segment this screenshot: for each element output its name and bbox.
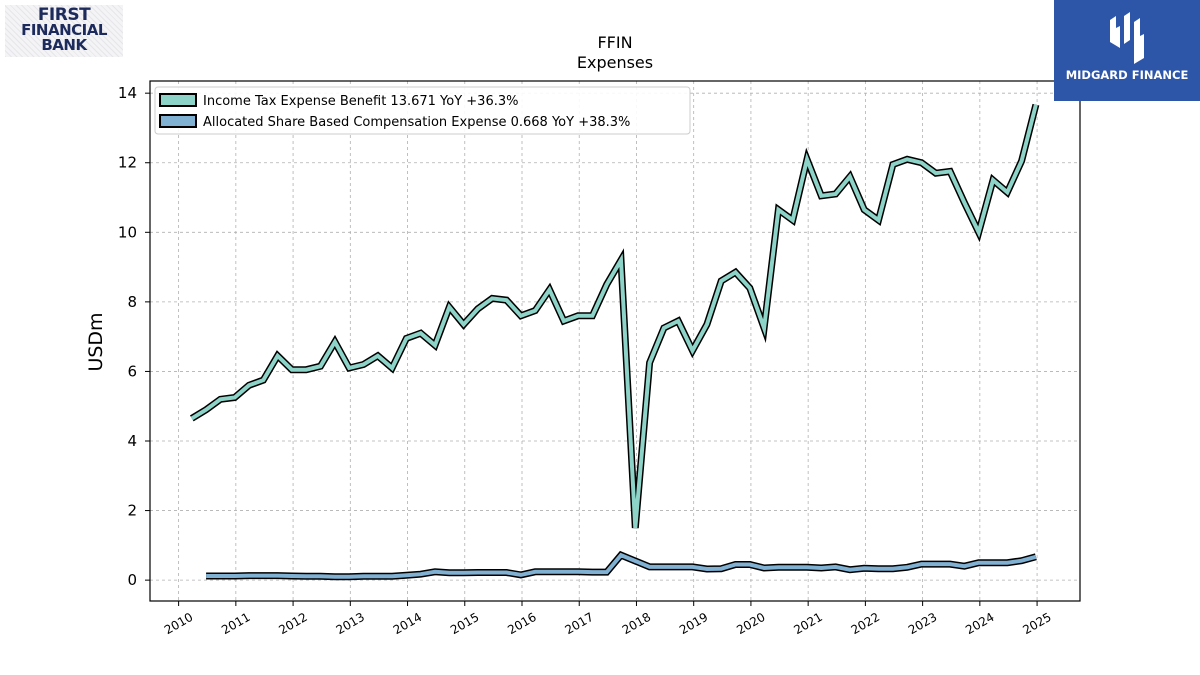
logo-line-2: FINANCIAL bbox=[21, 21, 107, 39]
logo-line-1: FIRST bbox=[37, 5, 91, 25]
x-tick-label: 2011 bbox=[219, 610, 252, 637]
y-tick-label: 2 bbox=[127, 502, 137, 520]
x-tick-label: 2016 bbox=[505, 610, 538, 637]
series-line-2 bbox=[206, 552, 1037, 579]
y-tick-label: 4 bbox=[127, 432, 137, 450]
x-tick-label: 2017 bbox=[563, 610, 596, 637]
legend-label: Allocated Share Based Compensation Expen… bbox=[203, 115, 630, 130]
y-tick-label: 8 bbox=[127, 293, 137, 311]
x-tick-label: 2010 bbox=[162, 610, 195, 637]
series-line-1 bbox=[190, 104, 1038, 529]
legend-swatch bbox=[159, 114, 197, 128]
x-tick-label: 2023 bbox=[906, 610, 939, 637]
chart-title: FFIN bbox=[597, 33, 632, 52]
legend-box bbox=[154, 86, 691, 135]
midgard-brand-text: MIDGARD FINANCE bbox=[1065, 68, 1189, 82]
y-tick-label: 14 bbox=[118, 84, 137, 102]
x-tick-label: 2018 bbox=[620, 610, 653, 637]
y-tick-label: 0 bbox=[127, 571, 137, 589]
first-financial-bank-logo: FIRST FINANCIAL BANK bbox=[5, 5, 123, 57]
y-tick-label: 6 bbox=[127, 362, 137, 380]
legend-label: Income Tax Expense Benefit 13.671 YoY +3… bbox=[203, 94, 518, 109]
x-tick-label: 2021 bbox=[791, 610, 824, 637]
x-tick-label: 2019 bbox=[677, 610, 710, 637]
midgard-emblem-icon bbox=[1110, 12, 1144, 64]
legend-swatch bbox=[159, 93, 197, 107]
series-outline-1 bbox=[189, 103, 1040, 529]
x-tick-label: 2022 bbox=[849, 610, 882, 637]
x-tick-label: 2012 bbox=[276, 610, 309, 637]
y-axis-label: USDm bbox=[85, 312, 107, 371]
logo-line-3: BANK bbox=[41, 36, 87, 54]
y-tick-label: 10 bbox=[118, 223, 137, 241]
x-tick-label: 2013 bbox=[334, 610, 367, 637]
x-tick-label: 2014 bbox=[391, 610, 424, 637]
x-tick-label: 2015 bbox=[448, 610, 481, 637]
y-tick-label: 12 bbox=[118, 154, 137, 172]
x-tick-label: 2024 bbox=[963, 610, 996, 637]
x-tick-label: 2025 bbox=[1020, 610, 1053, 637]
plot-area: 0 2 4 6 8 10 12 14 2010 2011 2012 2013 2014 2015 2016 2… bbox=[118, 80, 1081, 637]
plot-frame bbox=[149, 80, 1081, 602]
chart-subtitle: Expenses bbox=[577, 53, 653, 72]
x-tick-label: 2020 bbox=[734, 610, 767, 637]
midgard-finance-logo: MIDGARD FINANCE bbox=[1054, 0, 1200, 101]
